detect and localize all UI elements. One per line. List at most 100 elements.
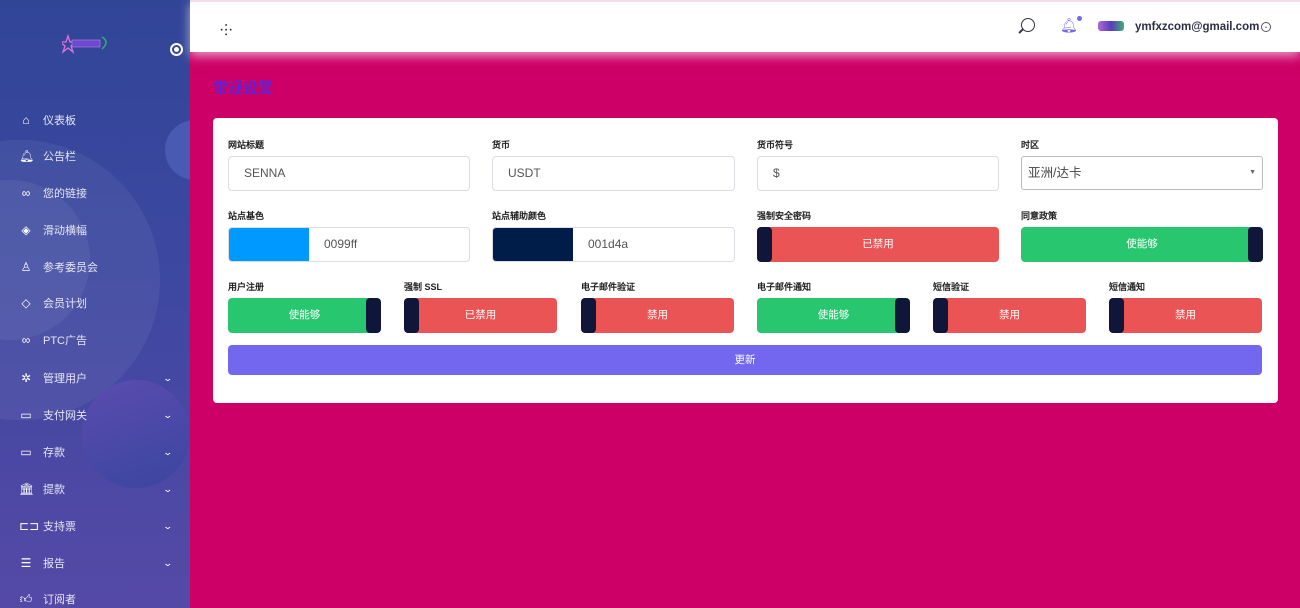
toggle-knob[interactable]: [1248, 227, 1263, 262]
credit-card-icon: ▭: [20, 408, 32, 422]
top-header: ⸭ 🔔︎ ymfxzcom@gmail.com ⌄: [190, 0, 1300, 52]
toggle-knob[interactable]: [366, 298, 381, 333]
logo: [62, 34, 107, 54]
fullscreen-exit-icon[interactable]: ⸭: [220, 22, 233, 39]
secondary-color-label: 站点辅助颜色: [492, 211, 547, 221]
toggle-knob[interactable]: [581, 298, 596, 333]
user-avatar[interactable]: [1098, 21, 1124, 31]
link-icon: ∞: [21, 333, 31, 347]
toggle-state: 禁用: [647, 309, 668, 321]
caret-down-icon: ▼: [1249, 169, 1256, 176]
sidebar-item[interactable]: ◇ 会员计划: [0, 288, 190, 318]
chevron-down-icon: ⌄: [162, 409, 174, 420]
ticket-icon: ⊏⊐: [19, 519, 40, 533]
sidebar-item-label: 提款: [43, 484, 65, 496]
site-title-input[interactable]: SENNA: [228, 156, 470, 191]
toggle-switch[interactable]: 使能够: [757, 298, 910, 333]
sidebar-item-label: 支付网关: [43, 410, 87, 422]
currency-label: 货币: [492, 140, 511, 150]
toggle-switch[interactable]: 禁用: [581, 298, 734, 333]
currency-input[interactable]: USDT: [492, 156, 735, 191]
sidebar-item-label: 管理用户: [43, 373, 87, 385]
sidebar-item[interactable]: 🏛︎ 提款 ⌄: [0, 474, 190, 504]
toggle-knob[interactable]: [933, 298, 948, 333]
toggle-state: 使能够: [817, 309, 850, 321]
sidebar-item[interactable]: ∞ 您的链接: [0, 178, 190, 208]
sidebar-item-label: 订阅者: [43, 594, 76, 606]
sidebar-item-label: 滑动横幅: [43, 225, 87, 237]
toggle-switch[interactable]: 禁用: [1109, 298, 1262, 333]
toggle-label: 短信通知: [1109, 282, 1146, 292]
sidebar-item[interactable]: ◈ 滑动横幅: [0, 215, 190, 245]
timezone-select[interactable]: 亚洲/达卡 ▼: [1021, 156, 1263, 190]
sidebar-item-label: 会员计划: [43, 298, 87, 310]
bank-icon: 🏛︎: [19, 482, 35, 496]
toggle-state: 已禁用: [464, 309, 497, 321]
layers-icon: ◈: [21, 223, 31, 237]
sidebar-item[interactable]: ⌂ 仪表板: [0, 105, 190, 135]
toggle-knob[interactable]: [404, 298, 419, 333]
sidebar-item[interactable]: ∞ PTC广告: [0, 325, 190, 355]
settings-card: 网站标题 SENNA 货币 USDT 货币符号 $ 时区 亚洲/达卡 ▼ 站点基色…: [213, 118, 1278, 403]
sidebar-item[interactable]: ☰ 报告 ⌄: [0, 548, 190, 578]
chevron-down-icon[interactable]: ⌄: [1261, 22, 1271, 32]
toggle-knob[interactable]: [757, 227, 772, 262]
secondary-color-swatch[interactable]: [493, 228, 573, 261]
sidebar-item-label: 存款: [43, 447, 65, 459]
tag-icon: ◇: [21, 296, 31, 310]
sidebar-item[interactable]: 👍︎ 订阅者: [0, 584, 190, 608]
toggle-switch[interactable]: 使能够: [1021, 227, 1263, 262]
toggle-switch[interactable]: 已禁用: [757, 227, 999, 262]
home-icon: ⌂: [22, 113, 30, 127]
sidebar-item[interactable]: ✲ 管理用户 ⌄: [0, 363, 190, 393]
tree-icon: ♙: [20, 260, 32, 274]
search-icon[interactable]: [1021, 18, 1035, 32]
base-color-swatch[interactable]: [229, 228, 309, 261]
toggle-switch[interactable]: 禁用: [933, 298, 1086, 333]
toggle-state: 禁用: [999, 309, 1020, 321]
sidebar-collapse-toggle[interactable]: [170, 43, 183, 56]
toggle-knob[interactable]: [895, 298, 910, 333]
toggle-label: 用户注册: [228, 282, 265, 292]
base-color-picker[interactable]: 0099ff: [228, 227, 470, 262]
base-color-value[interactable]: 0099ff: [324, 237, 358, 251]
timezone-value: 亚洲/达卡: [1028, 166, 1082, 180]
toggle-switch[interactable]: 使能够: [228, 298, 381, 333]
toggle-label: 电子邮件验证: [581, 282, 636, 292]
sidebar-item[interactable]: 🔔︎ 公告栏: [0, 141, 190, 171]
base-color-label: 站点基色: [228, 211, 265, 221]
timezone-label: 时区: [1021, 140, 1040, 150]
toggle-label: 强制 SSL: [404, 282, 443, 292]
toggle-knob[interactable]: [1109, 298, 1124, 333]
sidebar-item-label: 公告栏: [43, 151, 76, 163]
update-button[interactable]: 更新: [228, 345, 1262, 375]
currency-symbol-input[interactable]: $: [757, 156, 999, 191]
secondary-color-value[interactable]: 001d4a: [588, 237, 629, 251]
site-title-label: 网站标题: [228, 140, 265, 150]
user-email[interactable]: ymfxzcom@gmail.com: [1135, 21, 1260, 33]
list-icon: ☰: [20, 556, 32, 570]
sidebar-item-label: 您的链接: [43, 188, 87, 200]
notification-bell-icon[interactable]: 🔔︎: [1060, 16, 1082, 34]
link-icon: ∞: [21, 186, 31, 200]
planet-decoration: [82, 380, 190, 488]
sidebar-item[interactable]: ▭ 存款 ⌄: [0, 437, 190, 467]
chevron-down-icon: ⌄: [162, 483, 174, 494]
toggle-switch[interactable]: 已禁用: [404, 298, 557, 333]
sidebar-item-label: 参考委员会: [43, 262, 98, 274]
sidebar-item-label: 仪表板: [43, 115, 76, 127]
toggle-label: 强制安全密码: [757, 211, 812, 221]
chevron-down-icon: ⌄: [162, 372, 174, 383]
sidebar-item[interactable]: ⊏⊐ 支持票 ⌄: [0, 511, 190, 541]
chevron-down-icon: ⌄: [162, 520, 174, 531]
sidebar: ⌂ 仪表板 🔔︎ 公告栏 ∞ 您的链接 ◈ 滑动横幅 ♙ 参考委员会 ◇ 会员计划 ∞ PTC广告 ✲ 管理用…: [0, 0, 190, 608]
users-gear-icon: ✲: [20, 371, 32, 385]
toggle-state: 使能够: [288, 309, 321, 321]
toggle-state: 使能够: [1126, 238, 1158, 250]
toggle-label: 电子邮件通知: [757, 282, 812, 292]
sidebar-item[interactable]: ♙ 参考委员会: [0, 252, 190, 282]
sidebar-item-label: 报告: [43, 558, 65, 570]
currency-symbol-label: 货币符号: [757, 140, 794, 150]
secondary-color-picker[interactable]: 001d4a: [492, 227, 735, 262]
sidebar-item[interactable]: ▭ 支付网关 ⌄: [0, 400, 190, 430]
